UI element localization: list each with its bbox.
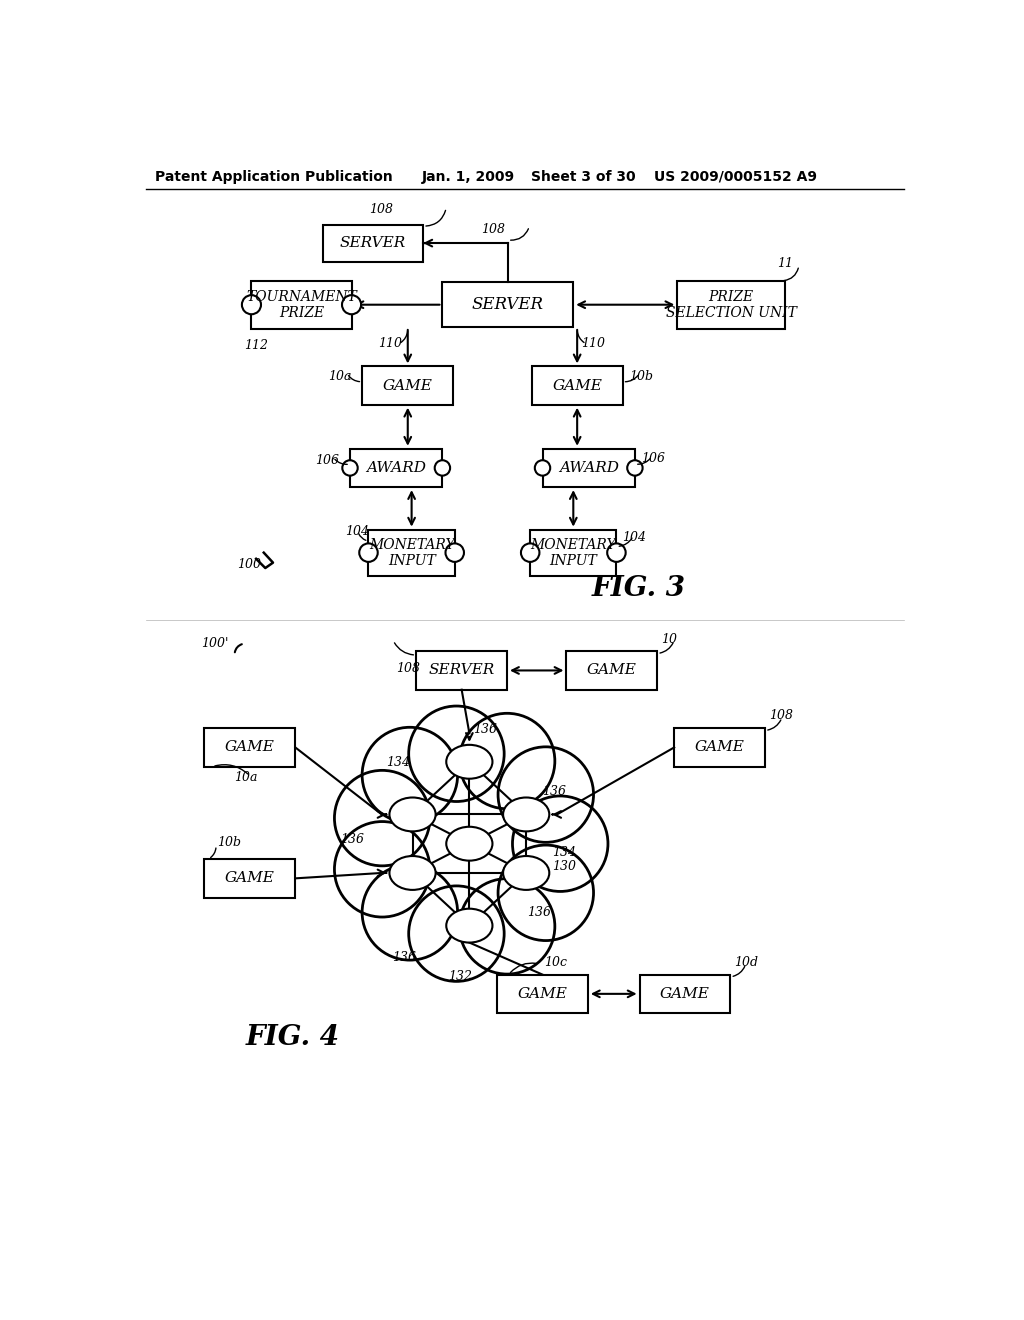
Circle shape — [359, 544, 378, 562]
Text: FIG. 3: FIG. 3 — [592, 574, 686, 602]
Text: GAME: GAME — [225, 741, 274, 755]
Text: TOURNAMENT
PRIZE: TOURNAMENT PRIZE — [246, 289, 357, 319]
Text: 136: 136 — [473, 723, 498, 737]
Circle shape — [607, 544, 626, 562]
Circle shape — [498, 845, 594, 941]
Circle shape — [342, 461, 357, 475]
FancyBboxPatch shape — [566, 651, 657, 689]
Circle shape — [498, 747, 594, 842]
Ellipse shape — [503, 857, 549, 890]
FancyBboxPatch shape — [205, 859, 295, 898]
Ellipse shape — [446, 744, 493, 779]
Text: GAME: GAME — [225, 871, 274, 886]
Text: 108: 108 — [396, 661, 420, 675]
Circle shape — [409, 706, 504, 801]
Text: AWARD: AWARD — [559, 461, 618, 475]
Text: SERVER: SERVER — [472, 296, 544, 313]
Circle shape — [392, 767, 547, 921]
Text: PRIZE
SELECTION UNIT: PRIZE SELECTION UNIT — [666, 289, 797, 319]
Text: 136: 136 — [527, 907, 551, 920]
Text: GAME: GAME — [552, 379, 602, 392]
Text: 132: 132 — [447, 970, 472, 982]
Text: 134: 134 — [386, 756, 411, 770]
Text: Patent Application Publication: Patent Application Publication — [156, 170, 393, 183]
Circle shape — [512, 796, 608, 891]
FancyBboxPatch shape — [205, 729, 295, 767]
FancyBboxPatch shape — [677, 281, 785, 329]
Text: AWARD: AWARD — [367, 461, 426, 475]
Ellipse shape — [446, 826, 493, 861]
Text: MONETARY
INPUT: MONETARY INPUT — [369, 537, 455, 568]
Text: 136: 136 — [340, 833, 364, 846]
Text: GAME: GAME — [694, 741, 744, 755]
Ellipse shape — [503, 797, 549, 832]
Text: 104: 104 — [623, 531, 646, 544]
Text: 104: 104 — [345, 524, 370, 537]
Text: GAME: GAME — [660, 987, 710, 1001]
Text: 108: 108 — [481, 223, 505, 236]
Text: 112: 112 — [244, 339, 267, 352]
Circle shape — [445, 544, 464, 562]
Text: 108: 108 — [370, 203, 393, 215]
Text: MONETARY
INPUT: MONETARY INPUT — [530, 537, 616, 568]
Ellipse shape — [446, 908, 493, 942]
Text: GAME: GAME — [383, 379, 433, 392]
Text: SERVER: SERVER — [340, 236, 407, 249]
Text: 108: 108 — [769, 709, 793, 722]
Circle shape — [242, 296, 261, 314]
FancyBboxPatch shape — [674, 729, 765, 767]
FancyBboxPatch shape — [543, 449, 635, 487]
Text: GAME: GAME — [587, 664, 637, 677]
FancyBboxPatch shape — [362, 367, 454, 405]
Circle shape — [409, 886, 504, 981]
Text: SERVER: SERVER — [428, 664, 495, 677]
FancyBboxPatch shape — [497, 974, 588, 1014]
Text: 100: 100 — [237, 557, 261, 570]
FancyBboxPatch shape — [416, 651, 507, 689]
Text: 10a: 10a — [234, 771, 258, 784]
Text: 110: 110 — [379, 338, 402, 351]
Circle shape — [460, 879, 555, 974]
FancyBboxPatch shape — [640, 974, 730, 1014]
Circle shape — [342, 296, 361, 314]
Text: 10: 10 — [662, 634, 677, 647]
Text: 10b: 10b — [629, 370, 652, 383]
Text: 10d: 10d — [734, 956, 758, 969]
Circle shape — [362, 865, 458, 960]
FancyBboxPatch shape — [323, 224, 423, 261]
Text: GAME: GAME — [517, 987, 567, 1001]
Text: 136: 136 — [543, 785, 566, 797]
Text: 134: 134 — [553, 846, 577, 859]
Ellipse shape — [389, 797, 435, 832]
Circle shape — [628, 461, 643, 475]
Circle shape — [521, 544, 540, 562]
FancyBboxPatch shape — [252, 281, 351, 329]
Text: 130: 130 — [553, 861, 577, 874]
Text: 100': 100' — [202, 638, 228, 649]
Text: 10a: 10a — [328, 370, 351, 383]
Text: Sheet 3 of 30: Sheet 3 of 30 — [531, 170, 636, 183]
Text: 106: 106 — [315, 454, 339, 467]
Text: FIG. 4: FIG. 4 — [246, 1024, 339, 1051]
Circle shape — [435, 461, 451, 475]
FancyBboxPatch shape — [531, 367, 623, 405]
Ellipse shape — [389, 857, 435, 890]
Text: 136: 136 — [392, 952, 417, 964]
Circle shape — [335, 821, 430, 917]
FancyBboxPatch shape — [350, 449, 442, 487]
FancyBboxPatch shape — [442, 282, 573, 327]
Text: 106: 106 — [641, 453, 665, 465]
Circle shape — [460, 713, 555, 809]
Text: Jan. 1, 2009: Jan. 1, 2009 — [422, 170, 515, 183]
Text: 110: 110 — [581, 338, 605, 351]
Text: US 2009/0005152 A9: US 2009/0005152 A9 — [654, 170, 817, 183]
Circle shape — [335, 771, 430, 866]
FancyBboxPatch shape — [530, 529, 616, 576]
Text: 10b: 10b — [217, 836, 242, 849]
Circle shape — [362, 727, 458, 822]
FancyBboxPatch shape — [369, 529, 455, 576]
Circle shape — [535, 461, 550, 475]
Text: 10c: 10c — [544, 956, 567, 969]
Text: 11: 11 — [777, 257, 794, 271]
